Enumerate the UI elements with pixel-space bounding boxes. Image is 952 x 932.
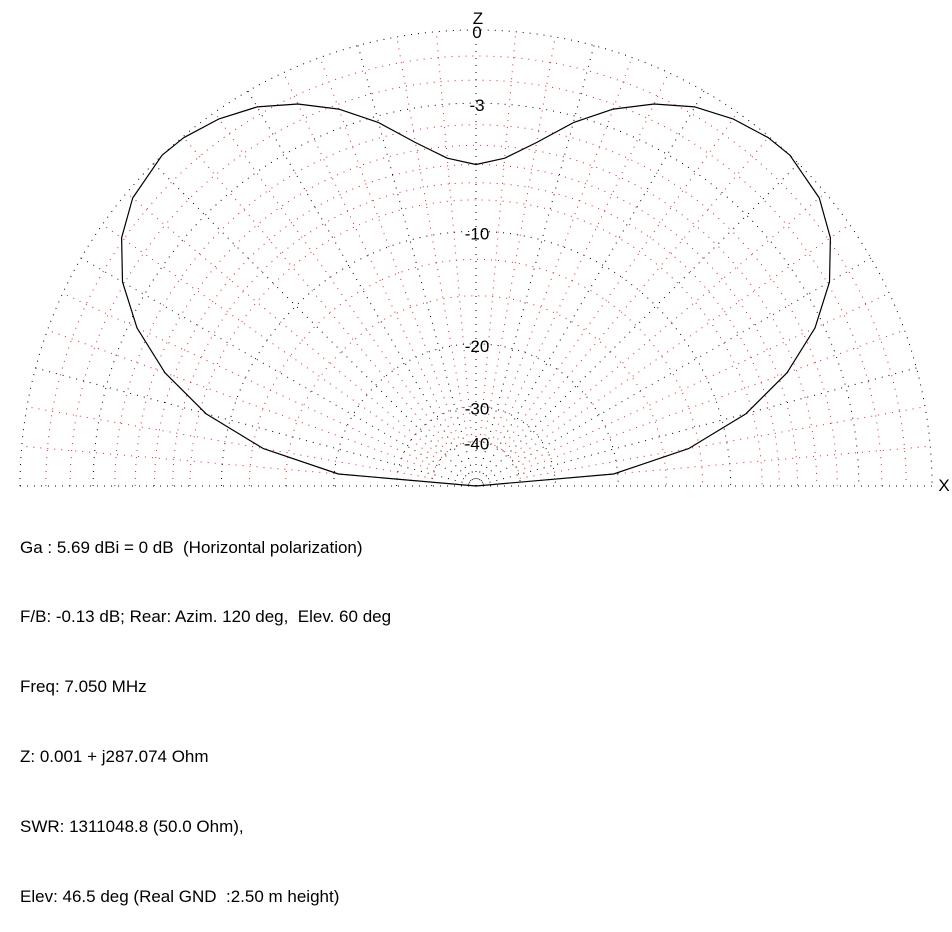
spoke-line bbox=[490, 57, 633, 445]
front-back-line: F/B: -0.13 dB; Rear: Azim. 120 deg, Elev… bbox=[20, 607, 392, 627]
spoke-line bbox=[35, 367, 477, 487]
minor-ring bbox=[114, 124, 838, 487]
spoke-line bbox=[520, 445, 931, 483]
spoke-line bbox=[153, 163, 477, 487]
spoke-line bbox=[396, 36, 469, 443]
swr-line: SWR: 1311048.8 (50.0 Ohm), bbox=[20, 817, 244, 837]
spoke-grid bbox=[20, 30, 932, 487]
spoke-line bbox=[501, 112, 738, 450]
ring-label: -20 bbox=[465, 337, 490, 356]
gain-line: Ga : 5.69 dBi = 0 dB (Horizontal polariz… bbox=[20, 537, 363, 557]
minor-ring bbox=[45, 55, 907, 487]
x-axis-label: X bbox=[938, 476, 949, 495]
ring-label: -30 bbox=[465, 400, 490, 419]
minor-ring bbox=[189, 199, 763, 487]
ring-label: -10 bbox=[465, 224, 490, 243]
info-panel: Ga : 5.69 dBi = 0 dB (Horizontal polariz… bbox=[20, 489, 391, 932]
spoke-line bbox=[26, 406, 433, 479]
spoke-line bbox=[512, 224, 850, 461]
spoke-line bbox=[494, 72, 670, 447]
impedance-line: Z: 0.001 + j287.074 Ohm bbox=[20, 747, 209, 767]
ring-label: 0 bbox=[472, 23, 481, 42]
spoke-line bbox=[126, 192, 443, 458]
spoke-line bbox=[483, 36, 556, 443]
polar-elevation-plot: 0 -3 -10 -20 -30 -40 Z X bbox=[19, 9, 950, 495]
minor-ring bbox=[172, 182, 780, 487]
spoke-line bbox=[479, 31, 517, 442]
spoke-line bbox=[182, 136, 448, 453]
elevation-line: Elev: 46.5 deg (Real GND :2.50 m height) bbox=[20, 887, 340, 907]
spoke-line bbox=[504, 136, 770, 453]
spoke-line bbox=[214, 112, 451, 450]
ring-label: -3 bbox=[469, 96, 484, 115]
major-ring bbox=[333, 343, 619, 487]
ring-labels: 0 -3 -10 -20 -30 -40 bbox=[465, 23, 490, 454]
spoke-line bbox=[319, 57, 462, 445]
spoke-line bbox=[517, 329, 905, 472]
spoke-line bbox=[247, 90, 477, 487]
spoke-line bbox=[282, 72, 458, 447]
spoke-line bbox=[475, 90, 705, 487]
major-ring bbox=[92, 102, 860, 487]
spoke-line bbox=[475, 45, 595, 487]
radiation-pattern-trace bbox=[121, 103, 831, 487]
minor-ring bbox=[134, 144, 818, 487]
minor-ring bbox=[69, 79, 883, 487]
ring-label: -40 bbox=[465, 435, 490, 454]
major-ring bbox=[431, 441, 521, 487]
spoke-line bbox=[435, 31, 473, 442]
spoke-line bbox=[509, 192, 826, 458]
spoke-line bbox=[80, 257, 477, 487]
spoke-line bbox=[475, 163, 799, 487]
spoke-line bbox=[102, 224, 440, 461]
spoke-line bbox=[21, 445, 432, 483]
frequency-line: Freq: 7.050 MHz bbox=[20, 677, 147, 697]
major-ring bbox=[220, 230, 732, 487]
spoke-line bbox=[475, 257, 872, 487]
spoke-line bbox=[475, 367, 917, 487]
z-axis-label: Z bbox=[473, 9, 483, 28]
spoke-line bbox=[519, 406, 926, 479]
spoke-line bbox=[62, 292, 437, 468]
spoke-line bbox=[47, 329, 435, 472]
spoke-line bbox=[515, 292, 890, 468]
spoke-line bbox=[357, 45, 477, 487]
